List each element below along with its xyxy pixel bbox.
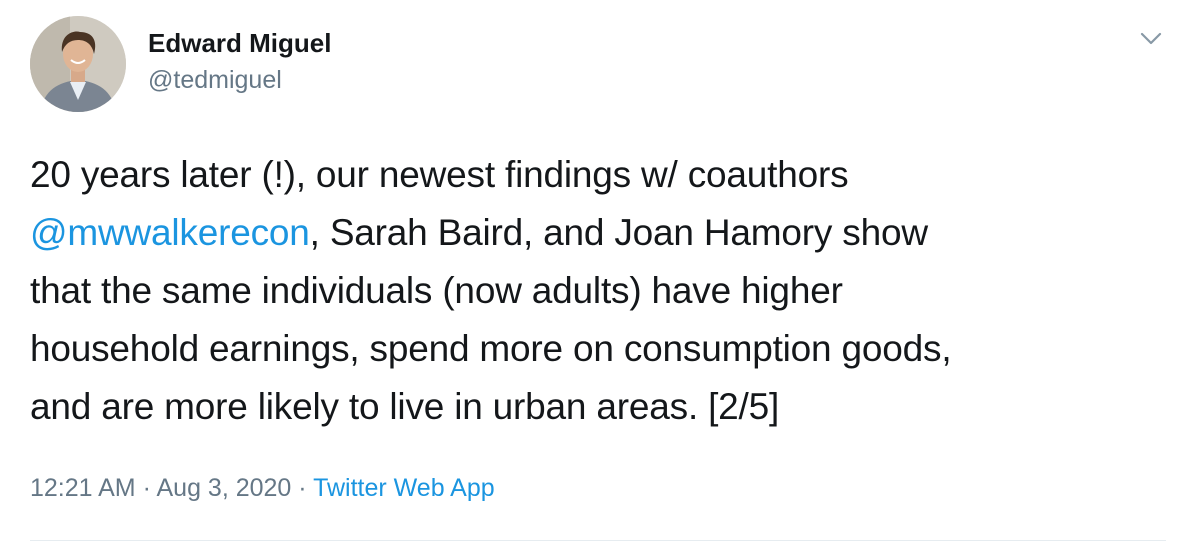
tweet-line: that the same individuals (now adults) h… <box>30 270 843 311</box>
tweet-meta: 12:21 AM · Aug 3, 2020 · Twitter Web App <box>30 474 495 503</box>
author-name[interactable]: Edward Miguel <box>148 28 332 58</box>
avatar[interactable] <box>30 16 126 112</box>
tweet-line: household earnings, spend more on consum… <box>30 328 952 369</box>
person-avatar-icon <box>30 16 126 112</box>
tweet-time[interactable]: 12:21 AM <box>30 474 136 502</box>
chevron-down-icon <box>1140 32 1162 45</box>
meta-separator: · <box>291 474 314 502</box>
tweet-line-text: , Sarah Baird, and Joan Hamory show <box>309 212 928 253</box>
tweet-date[interactable]: Aug 3, 2020 <box>156 474 292 502</box>
tweet-text: 20 years later (!), our newest findings … <box>30 146 1170 436</box>
tweet-menu-button[interactable] <box>1136 24 1166 54</box>
tweet-line: and are more likely to live in urban are… <box>30 386 780 427</box>
tweet-line: @mwwalkerecon, Sarah Baird, and Joan Ham… <box>30 204 1170 262</box>
mention-link[interactable]: @mwwalkerecon <box>30 212 310 253</box>
tweet-source-link[interactable]: Twitter Web App <box>313 474 495 502</box>
divider <box>30 540 1166 541</box>
meta-separator: · <box>135 474 157 502</box>
tweet-line: 20 years later (!), our newest findings … <box>30 154 849 195</box>
author-handle[interactable]: @tedmiguel <box>148 66 282 94</box>
